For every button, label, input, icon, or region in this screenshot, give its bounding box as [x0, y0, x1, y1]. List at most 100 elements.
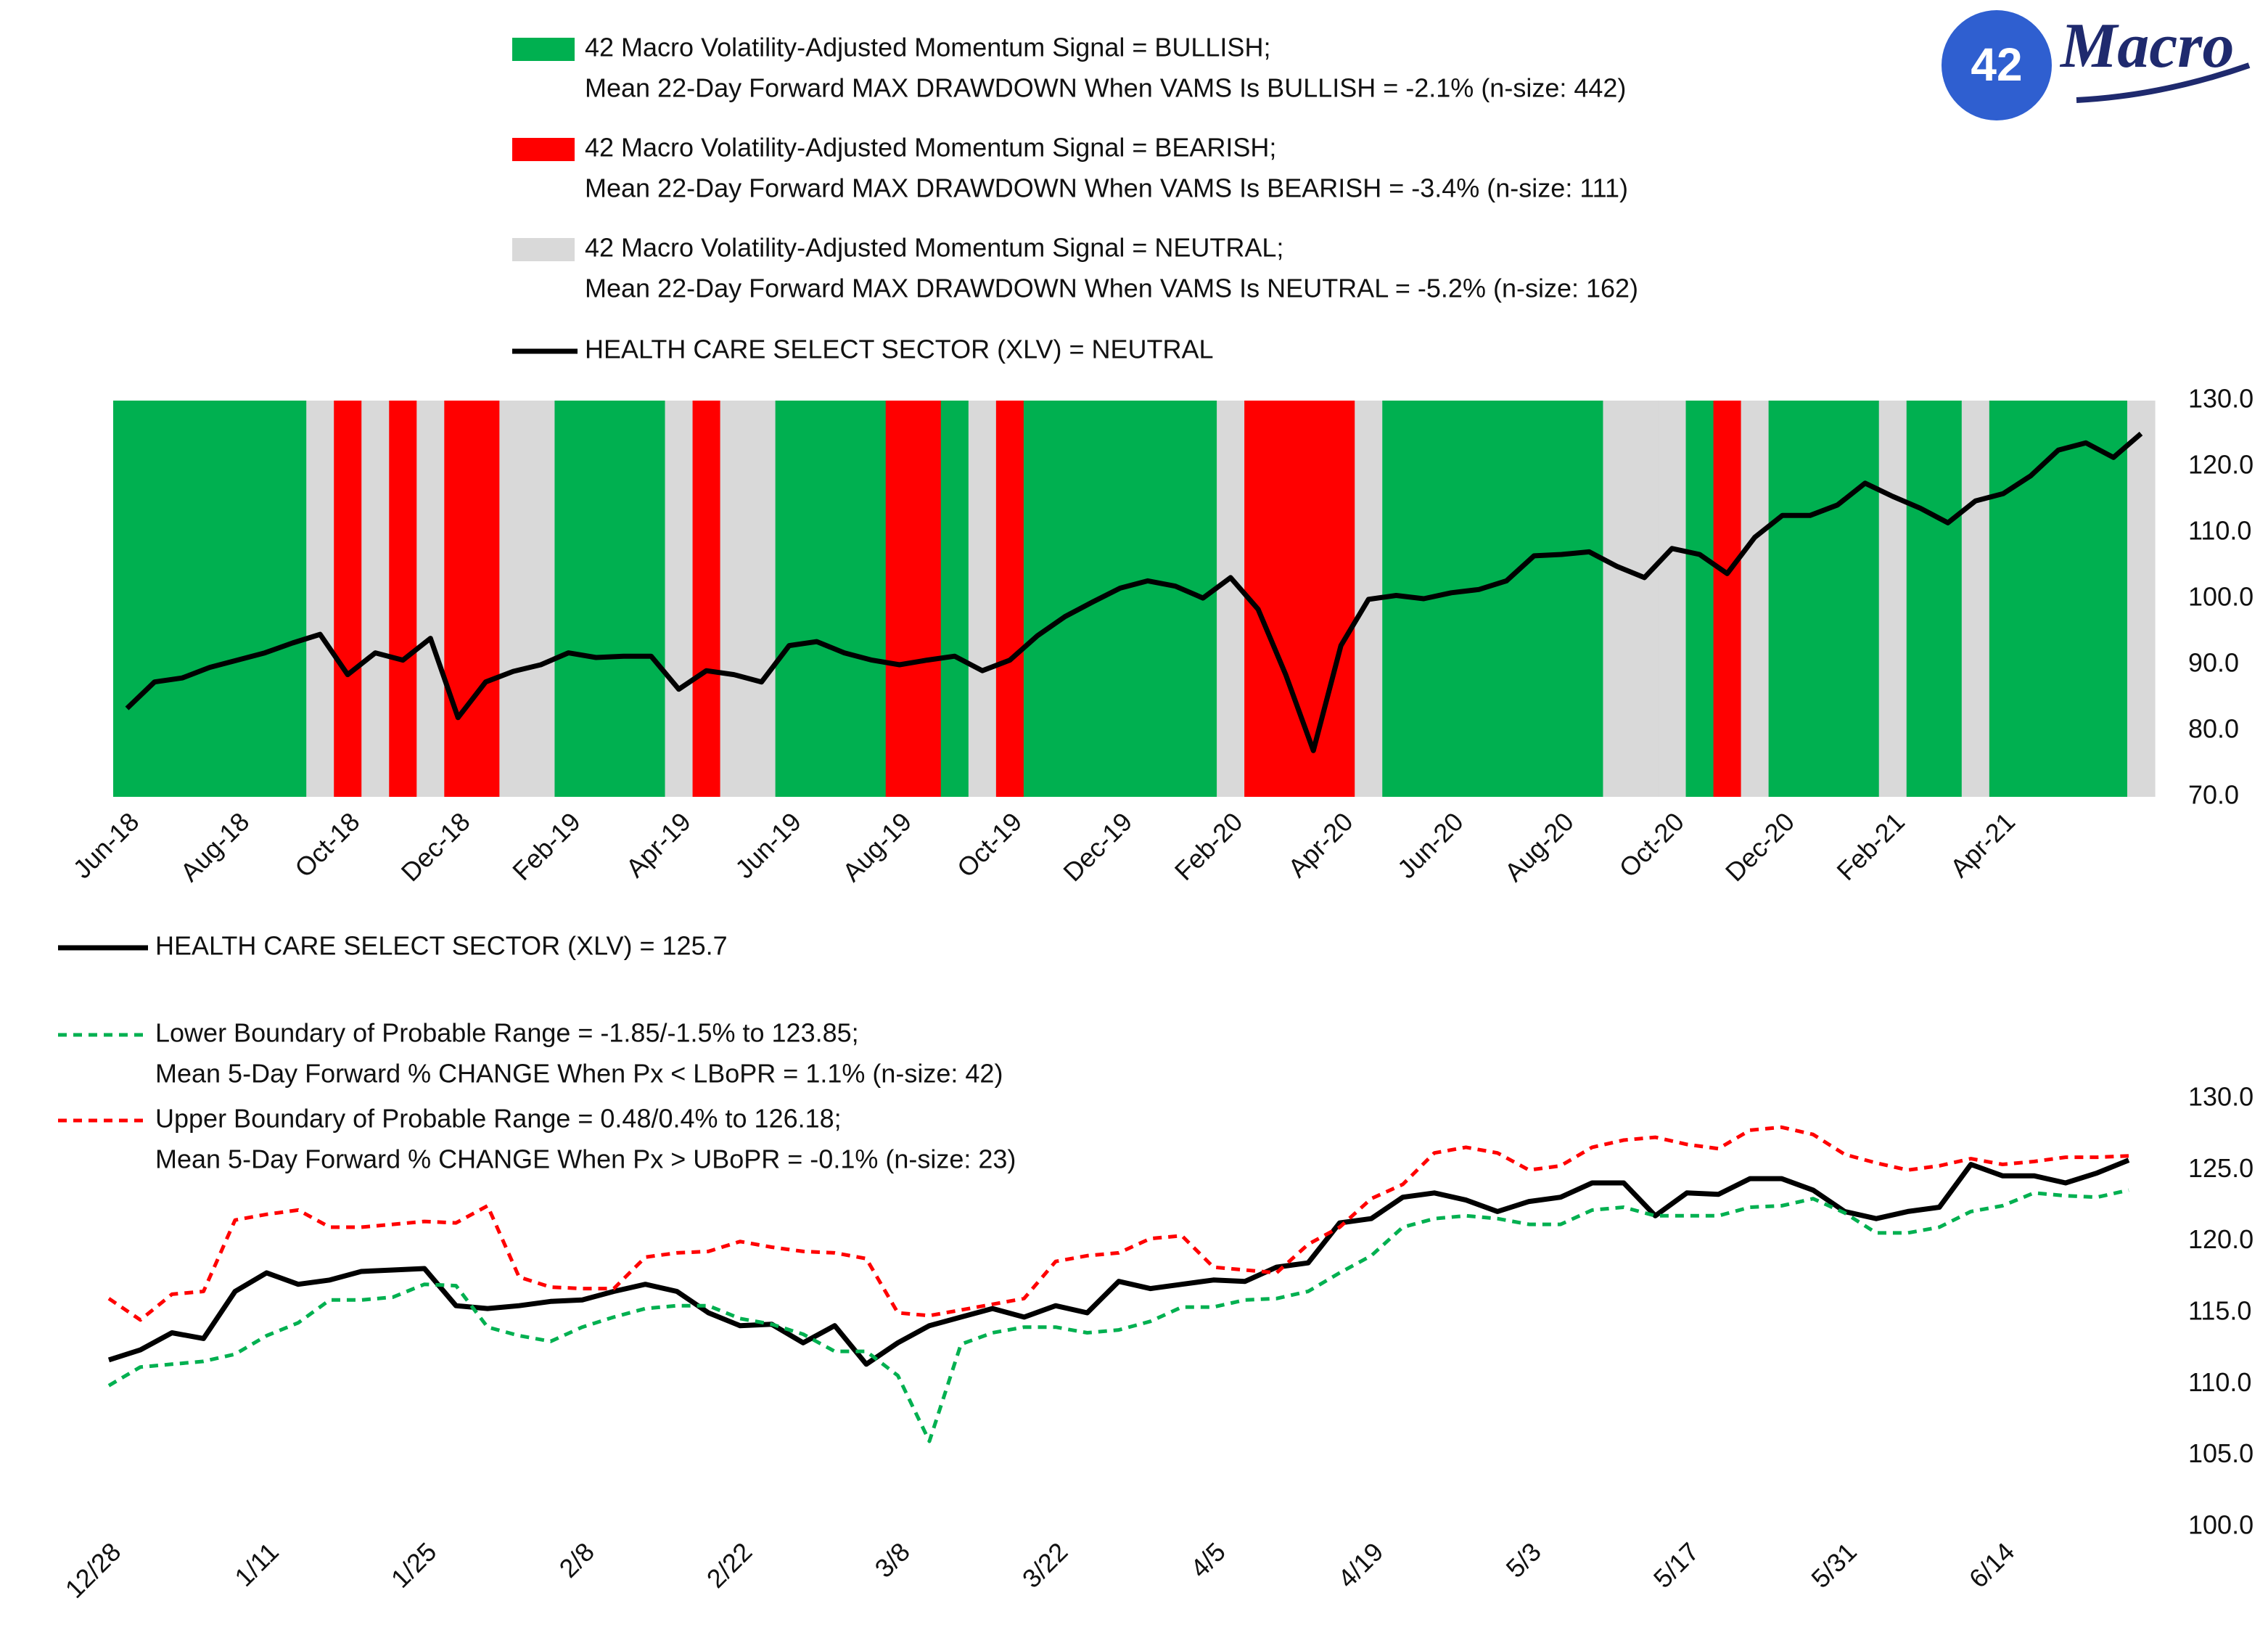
regime-band — [2016, 401, 2045, 797]
y-tick-label: 130.0 — [2188, 384, 2253, 414]
regime-band — [913, 401, 942, 797]
x-tick-label: Jun-18 — [67, 806, 145, 884]
x-tick-label: 3/22 — [1016, 1536, 1074, 1594]
regime-band — [361, 401, 390, 797]
regime-band — [2099, 401, 2128, 797]
x-tick-label: 5/3 — [1500, 1536, 1547, 1583]
y-tick-label: 110.0 — [2188, 516, 2251, 546]
regime-band — [858, 401, 887, 797]
legend-label: Mean 5-Day Forward % CHANGE When Px > UB… — [155, 1144, 1016, 1174]
regime-band — [802, 401, 831, 797]
regime-band — [1685, 401, 1714, 797]
x-tick-label: Oct-18 — [289, 806, 365, 882]
regime-band — [1106, 401, 1135, 797]
regime-band — [609, 401, 638, 797]
y-tick-label: 130.0 — [2188, 1082, 2253, 1112]
x-tick-label: 4/19 — [1332, 1536, 1389, 1594]
regime-band — [665, 401, 694, 797]
y-tick-label: 120.0 — [2188, 1224, 2253, 1254]
regime-band — [940, 401, 969, 797]
regime-band — [747, 401, 776, 797]
y-tick-label: 80.0 — [2188, 714, 2239, 744]
x-tick-label: 6/14 — [1963, 1536, 2021, 1594]
y-tick-label: 100.0 — [2188, 582, 2253, 612]
series-line — [107, 1188, 2129, 1443]
x-tick-label: Feb-20 — [1169, 806, 1249, 886]
x-tick-label: 1/11 — [229, 1536, 284, 1592]
regime-band — [1051, 401, 1080, 797]
x-tick-label: Aug-20 — [1499, 806, 1579, 887]
legend-label: Mean 22-Day Forward MAX DRAWDOWN When VA… — [585, 73, 1626, 103]
regime-band — [416, 401, 445, 797]
y-tick-label: 110.0 — [2188, 1367, 2251, 1397]
x-tick-label: Aug-18 — [174, 806, 255, 887]
legend-label: Upper Boundary of Probable Range = 0.48/… — [155, 1104, 842, 1134]
regime-band — [2071, 401, 2100, 797]
x-tick-label: Apr-21 — [1944, 806, 2021, 882]
x-tick-label: Feb-21 — [1831, 806, 1910, 886]
x-tick-label: 1/25 — [385, 1536, 443, 1594]
y-tick-label: 105.0 — [2188, 1438, 2253, 1468]
regime-band — [968, 401, 997, 797]
x-tick-label: Dec-20 — [1720, 806, 1800, 887]
y-tick-label: 120.0 — [2188, 450, 2253, 480]
regime-band — [1272, 401, 1300, 797]
series-line — [107, 1125, 2129, 1322]
y-tick-label: 100.0 — [2188, 1510, 2253, 1540]
regime-band — [499, 401, 528, 797]
regime-band — [2127, 401, 2156, 797]
regime-band — [1796, 401, 1825, 797]
regime-band — [1603, 401, 1632, 797]
legend-label: HEALTH CARE SELECT SECTOR (XLV) = 125.7 — [155, 931, 728, 961]
logo-number: 42 — [1971, 38, 2022, 91]
regime-band — [1768, 401, 1797, 797]
logo-swoosh — [2076, 62, 2251, 103]
regime-band — [1713, 401, 1742, 797]
regime-band — [1327, 401, 1355, 797]
regime-band — [1162, 401, 1190, 797]
regime-band — [1878, 401, 1907, 797]
legend-swatch — [512, 138, 575, 161]
x-tick-label: Oct-19 — [951, 806, 1027, 882]
regime-band — [1989, 401, 2018, 797]
regime-band — [1906, 401, 1935, 797]
regime-band — [334, 401, 362, 797]
legend-label: HEALTH CARE SELECT SECTOR (XLV) = NEUTRA… — [585, 335, 1214, 364]
legend-label: 42 Macro Volatility-Adjusted Momentum Si… — [585, 33, 1270, 62]
regime-band — [389, 401, 417, 797]
regime-band — [1299, 401, 1328, 797]
regime-band — [775, 401, 804, 797]
regime-band — [1658, 401, 1687, 797]
x-tick-label: 5/31 — [1805, 1536, 1862, 1594]
x-tick-label: Apr-19 — [620, 806, 697, 882]
regime-band — [1961, 401, 1990, 797]
regime-band — [637, 401, 666, 797]
regime-band — [444, 401, 472, 797]
legend-swatch — [512, 238, 575, 261]
logo-word: Macro — [2059, 11, 2235, 81]
regime-band — [1548, 401, 1577, 797]
legend-swatch — [512, 38, 575, 61]
x-tick-label: Jun-19 — [729, 806, 807, 884]
regime-band — [223, 401, 252, 797]
logo: 42 Macro — [1942, 10, 2251, 120]
series-line — [125, 431, 2143, 753]
regime-band — [692, 401, 721, 797]
legend-label: Mean 22-Day Forward MAX DRAWDOWN When VA… — [585, 173, 1628, 203]
legend-label: Mean 5-Day Forward % CHANGE When Px < LB… — [155, 1059, 1003, 1089]
legend-label: Mean 22-Day Forward MAX DRAWDOWN When VA… — [585, 274, 1638, 303]
legend-label: Lower Boundary of Probable Range = -1.85… — [155, 1018, 859, 1048]
series-line — [107, 1158, 2130, 1367]
regime-band — [472, 401, 500, 797]
regime-band — [1465, 401, 1493, 797]
regime-band — [1134, 401, 1162, 797]
regime-band — [720, 401, 749, 797]
regime-band — [1520, 401, 1549, 797]
regime-band — [306, 401, 334, 797]
x-tick-label: Apr-20 — [1282, 806, 1358, 882]
regime-band — [1851, 401, 1880, 797]
y-tick-label: 115.0 — [2188, 1296, 2251, 1326]
regime-band — [1934, 401, 1963, 797]
x-tick-label: 3/8 — [869, 1536, 916, 1583]
